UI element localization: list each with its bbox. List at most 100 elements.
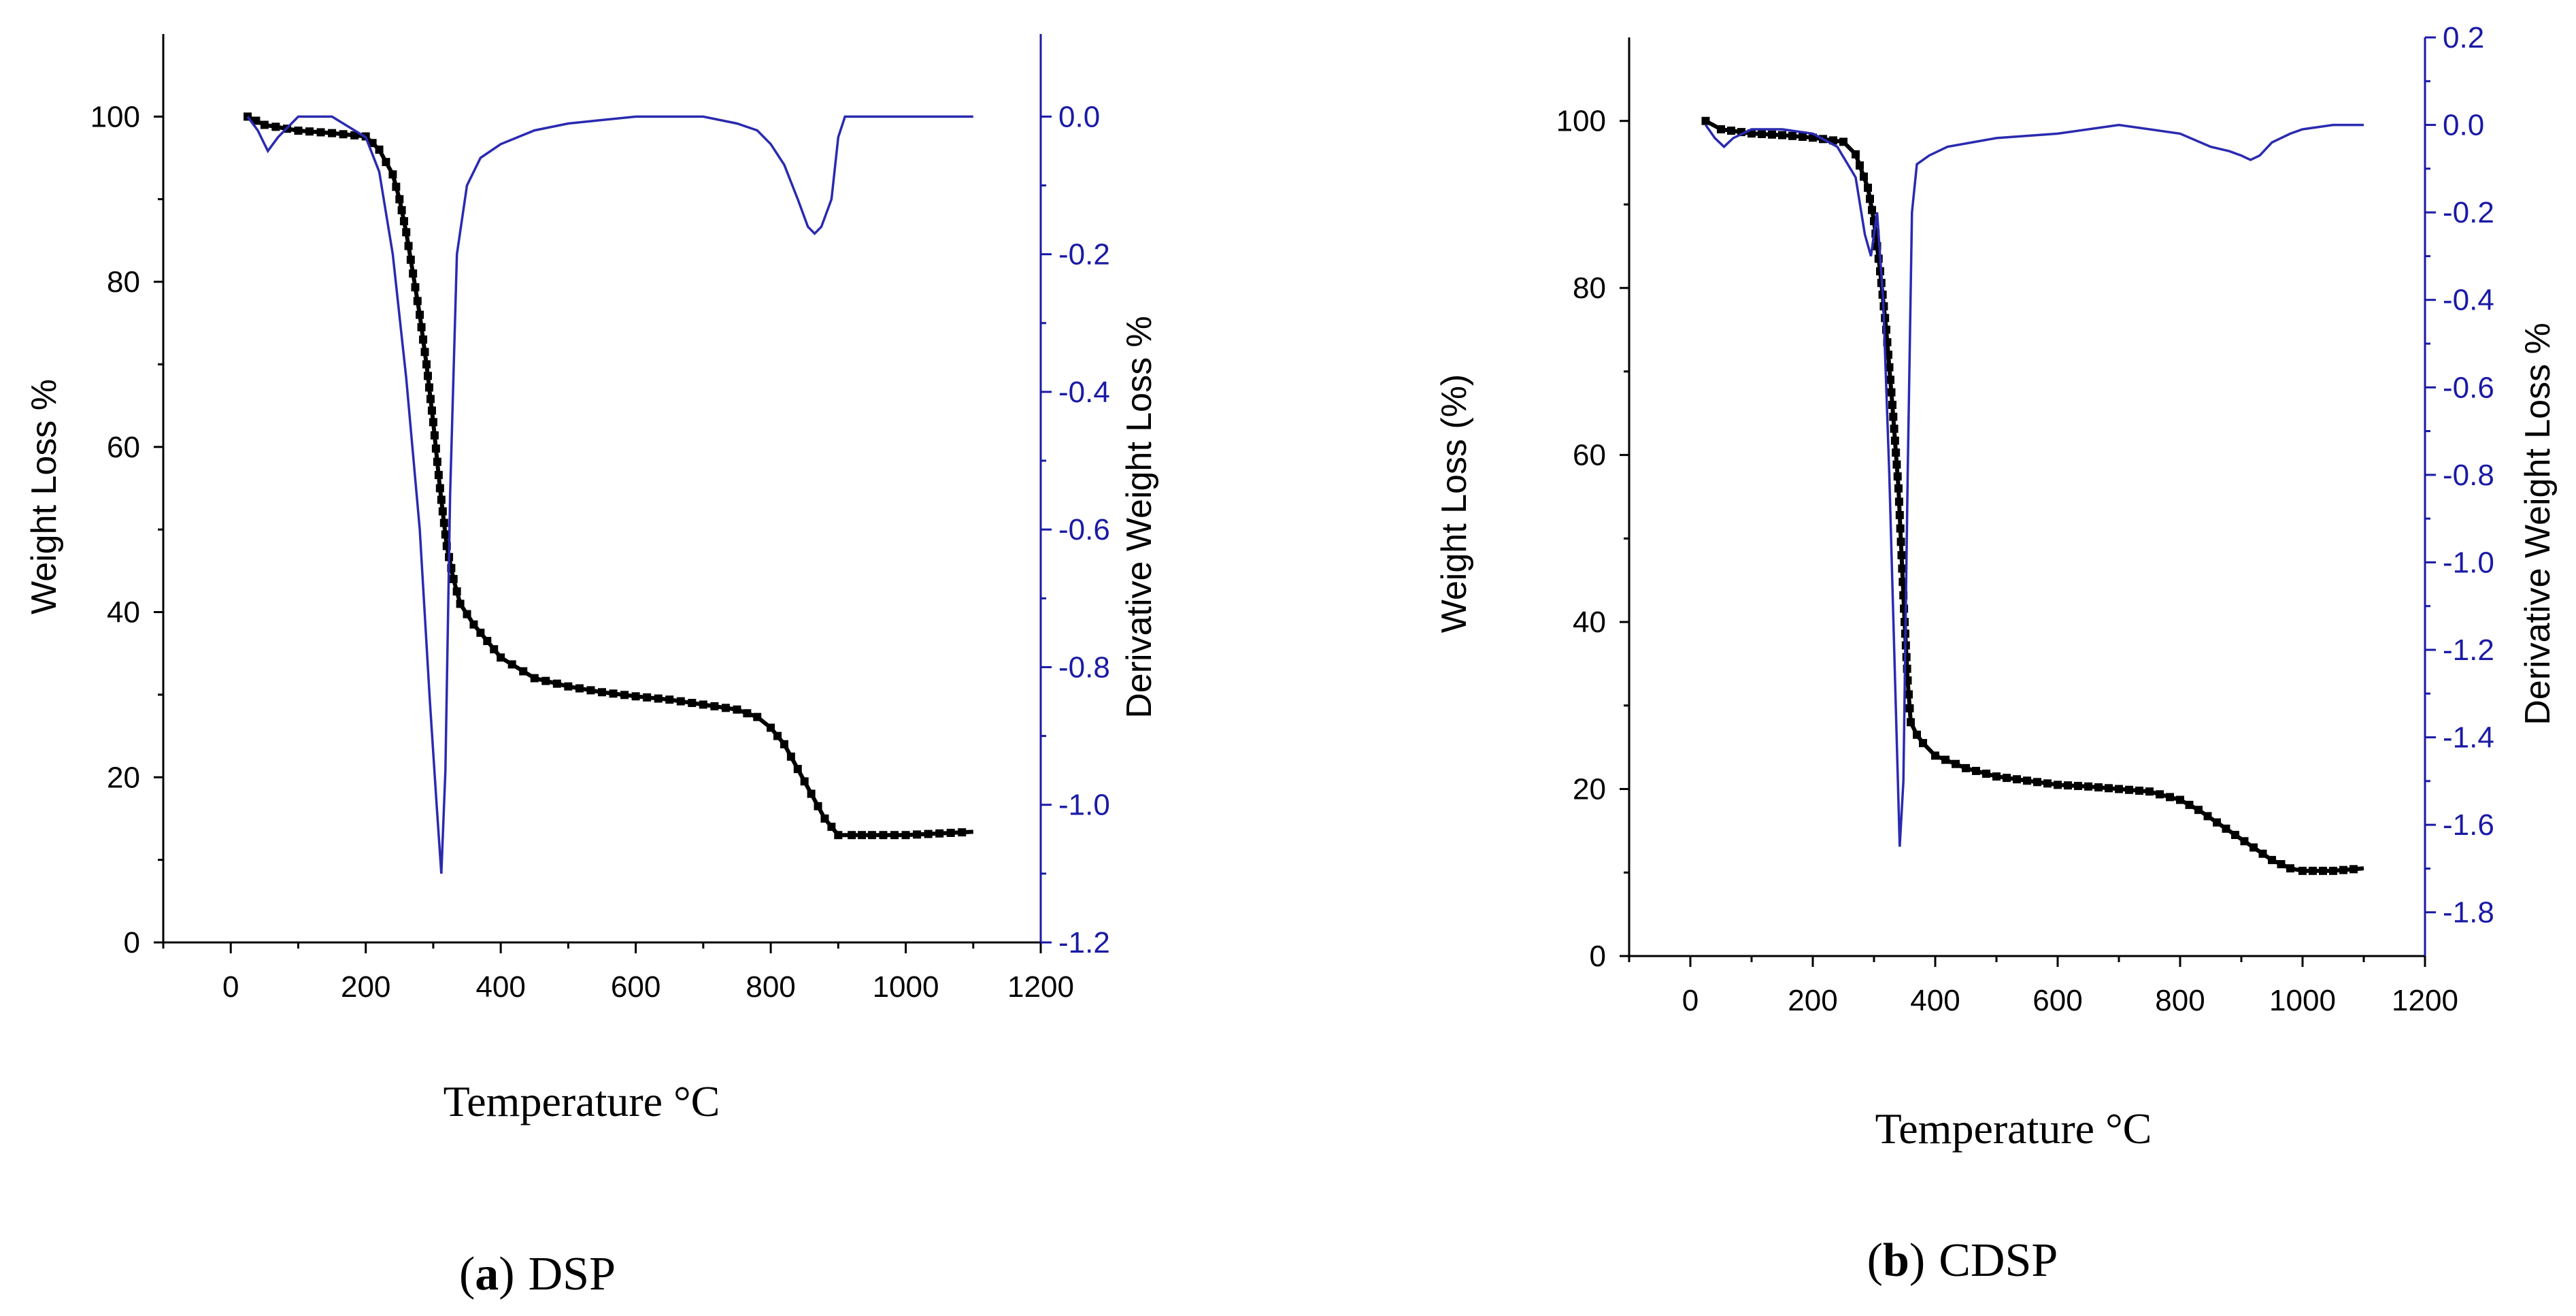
dsp-weight-loss-marker <box>328 129 337 137</box>
dsp-weight-loss-marker <box>422 360 431 369</box>
cdsp-weight-loss-marker <box>1952 759 1960 768</box>
dsp-weight-loss-marker <box>848 831 856 840</box>
dsp-weight-loss-marker <box>395 195 404 203</box>
cdsp-weight-loss-marker <box>1890 436 1899 445</box>
cdsp-weight-loss-marker <box>1866 195 1874 203</box>
cdsp-weight-loss-marker <box>2043 779 2052 788</box>
dsp-y-tick-label: 40 <box>107 596 140 629</box>
dsp-caption-text: DSP <box>529 1248 616 1300</box>
dsp-weight-loss-marker <box>368 139 377 148</box>
cdsp-weight-loss-marker <box>2277 860 2286 868</box>
cdsp-weight-loss-marker <box>1893 472 1902 481</box>
cdsp-weight-loss-marker <box>1902 653 1911 661</box>
dsp-y-tick-label: 60 <box>107 431 140 464</box>
dsp-weight-loss-marker <box>814 802 822 810</box>
dsp-weight-loss-marker <box>449 575 458 583</box>
dsp-caption: (a) DSP <box>459 1248 616 1300</box>
dsp-weight-loss-marker <box>586 686 595 695</box>
dsp-weight-loss-marker <box>688 699 697 708</box>
cdsp-weight-loss-marker <box>2135 787 2143 795</box>
dsp-weight-loss-marker <box>721 704 730 712</box>
cdsp-weight-loss-marker <box>2176 795 2184 804</box>
cdsp-y-axis-title: Weight Loss (%) <box>1435 374 1474 634</box>
cdsp-weight-loss-marker <box>2194 806 2203 815</box>
dsp-weight-loss-marker <box>490 645 499 654</box>
dsp-y2-axis-title: Derivative Weight Loss % <box>1120 316 1159 719</box>
cdsp-weight-loss-marker <box>1856 161 1864 170</box>
dsp-y2-tick-label: -0.2 <box>1058 238 1110 272</box>
cdsp-weight-loss-marker <box>1992 772 2001 781</box>
dsp-weight-loss-marker <box>631 692 640 701</box>
cdsp-weight-loss-marker <box>1778 131 1786 139</box>
cdsp-weight-loss-marker <box>2185 800 2194 809</box>
cdsp-weight-loss-marker <box>1905 690 1913 699</box>
cdsp-weight-loss-marker <box>2166 793 2174 802</box>
cdsp-derivative-curve <box>1705 123 2364 847</box>
dsp-weight-loss-marker <box>392 182 401 191</box>
cdsp-weight-loss-marker <box>1839 137 1847 146</box>
cdsp-weight-loss-marker <box>1931 751 1939 760</box>
dsp-weight-loss-marker <box>397 205 406 214</box>
cdsp-y2-tick-label: 0.0 <box>2443 109 2484 142</box>
cdsp-weight-loss-marker <box>1972 766 1980 775</box>
dsp-weight-loss-marker <box>435 484 444 493</box>
dsp-weight-loss-marker <box>420 348 429 357</box>
cdsp-weight-loss-marker <box>2003 774 2011 783</box>
dsp-weight-loss-marker <box>431 444 440 453</box>
cdsp-weight-loss-marker <box>1907 718 1915 727</box>
dsp-weight-loss-marker <box>780 740 788 749</box>
dsp-y2-tick-label: 0.0 <box>1058 100 1100 133</box>
dsp-weight-loss-marker <box>406 255 415 264</box>
cdsp-caption-close: ) <box>1909 1234 1925 1287</box>
cdsp-weight-loss-marker <box>1982 770 1990 778</box>
dsp-weight-loss-marker <box>429 418 437 427</box>
cdsp-weight-loss-marker <box>1962 763 1970 772</box>
cdsp-weight-loss-marker <box>2286 864 2294 873</box>
cdsp-weight-loss-marker <box>2213 818 2221 827</box>
dsp-weight-loss-marker <box>541 676 550 685</box>
cdsp-caption-tag: b <box>1883 1234 1909 1287</box>
cdsp-weight-loss-marker <box>1919 739 1927 748</box>
dsp-weight-loss-marker <box>437 495 446 504</box>
dsp-weight-loss-marker <box>733 705 741 714</box>
cdsp-weight-loss-marker <box>1892 448 1901 457</box>
dsp-weight-loss-marker <box>483 637 492 646</box>
dsp-weight-loss-marker <box>427 406 436 415</box>
cdsp-weight-loss-marker <box>1701 116 1710 125</box>
cdsp-x-tick-label: 1000 <box>2269 984 2336 1017</box>
dsp-weight-loss-marker <box>820 814 829 823</box>
dsp-x-tick-label: 400 <box>475 970 525 1004</box>
dsp-weight-loss-marker <box>424 383 433 392</box>
cdsp-weight-loss-marker <box>2309 866 2317 875</box>
dsp-y-axis-title: Weight Loss % <box>24 379 64 614</box>
cdsp-weight-loss-marker <box>1894 484 1903 493</box>
cdsp-weight-loss-marker <box>2105 784 2113 793</box>
cdsp-weight-loss-marker <box>2145 787 2154 796</box>
cdsp-weight-loss-marker <box>2094 783 2103 792</box>
cdsp-weight-loss-marker <box>2064 781 2072 790</box>
dsp-weight-loss-marker <box>404 242 413 250</box>
cdsp-weight-loss-marker <box>2033 778 2041 787</box>
cdsp-y2-tick-label: -0.6 <box>2443 371 2494 404</box>
cdsp-y-tick-label: 20 <box>1573 773 1606 806</box>
dsp-weight-loss-marker <box>699 700 707 709</box>
cdsp-weight-loss-marker <box>1896 524 1905 533</box>
dsp-weight-loss-marker <box>793 765 802 774</box>
dsp-weight-loss-marker <box>441 530 450 539</box>
dsp-weight-loss-marker <box>924 829 933 838</box>
cdsp-weight-loss-marker <box>2074 782 2082 791</box>
dsp-weight-loss-marker <box>827 823 836 832</box>
dsp-y2-tick-label: -1.2 <box>1058 926 1110 959</box>
cdsp-weight-loss-marker <box>2258 849 2267 858</box>
dsp-x-tick-label: 0 <box>222 970 239 1004</box>
dsp-weight-loss-marker <box>419 335 428 344</box>
cdsp-weight-loss-marker <box>1913 730 1921 739</box>
cdsp-weight-loss-marker <box>1941 755 1950 764</box>
cdsp-weight-loss-marker <box>2222 824 2230 833</box>
dsp-weight-loss-marker <box>339 130 348 139</box>
dsp-weight-loss-marker <box>388 170 397 179</box>
dsp-weight-loss-marker <box>399 217 408 226</box>
cdsp-weight-loss-marker <box>1898 564 1907 573</box>
dsp-weight-loss-marker <box>676 697 685 706</box>
cdsp-weight-loss-marker <box>2013 775 2021 784</box>
